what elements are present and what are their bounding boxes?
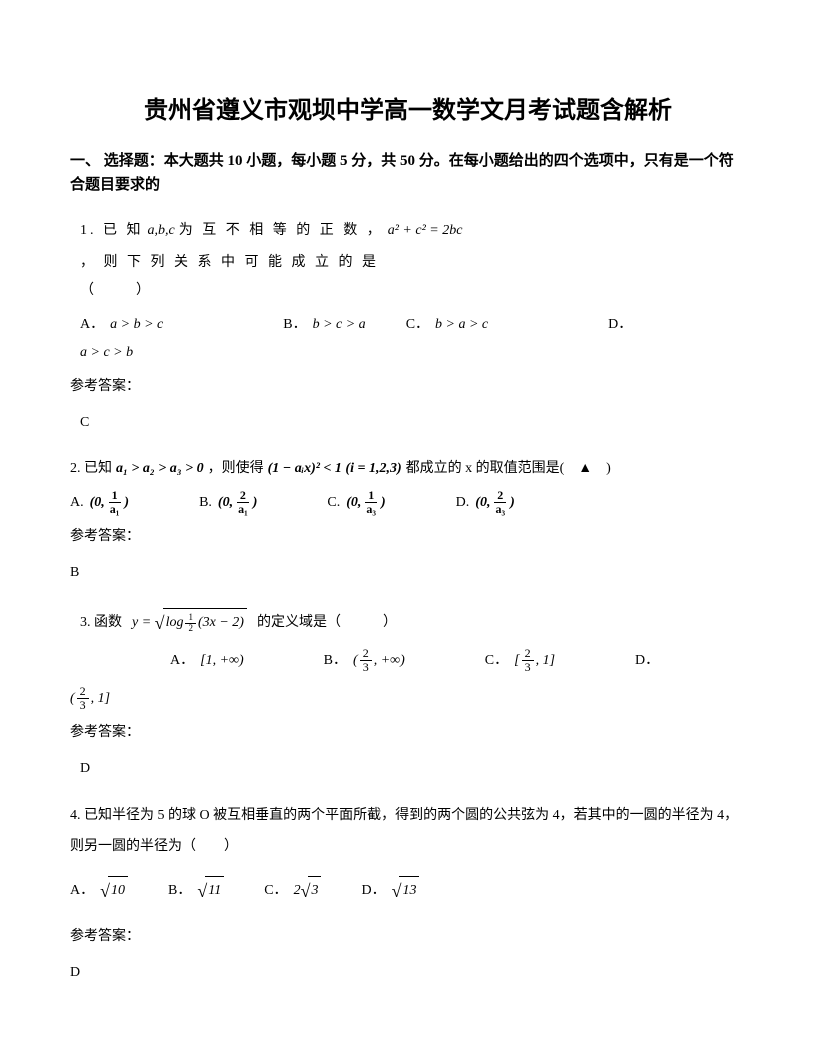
q1-mid1: 为 互 不 相 等 的 正 数 ，	[179, 217, 384, 245]
q2-stem: 2. 已知 a₁ > a₂ > a₃ > 0 ，则使得 (1 − aᵢx)² <…	[70, 455, 746, 483]
q2-optD-val: (0,2a₃)	[475, 489, 514, 517]
q3-optB: B． (23, +∞)	[324, 647, 405, 675]
q1-cond1: a,b,c	[148, 217, 175, 245]
q1-optA-label: A．	[80, 311, 104, 339]
q4-optC-label: C．	[264, 877, 287, 905]
q1-optC: C． b > a > c	[406, 311, 488, 339]
q3-suffix: 的定义域是（ ）	[257, 609, 397, 637]
q4-optD: D． √13	[361, 873, 419, 909]
q2-optC: C. (0,1a₃)	[327, 489, 385, 517]
q1-optD-wrap: a > c > b	[70, 339, 746, 367]
q3-stem: 3. 函数 y = √log12(3x − 2) 的定义域是（ ）	[70, 605, 746, 641]
q3-answer-label: 参考答案：	[70, 719, 746, 747]
question-1: 1. 已 知 a,b,c 为 互 不 相 等 的 正 数 ， a² + c² =…	[70, 217, 746, 437]
q3-optB-val: (23, +∞)	[353, 647, 405, 675]
q3-optC: C． [23, 1]	[485, 647, 555, 675]
q3-optC-label: C．	[485, 647, 508, 675]
q4-optC-val: 2√3	[294, 873, 322, 909]
q1-options: A． a > b > c B． b > c > a C． b > a > c D…	[70, 311, 746, 339]
q2-answer: B	[70, 559, 746, 587]
q1-prefix: 1. 已 知	[80, 217, 144, 245]
q2-optB-label: B.	[199, 489, 212, 517]
q4-optB: B． √11	[168, 873, 224, 909]
q3-func: y = √log12(3x − 2)	[132, 605, 247, 641]
page-title: 贵州省遵义市观坝中学高一数学文月考试题含解析	[70, 90, 746, 125]
section-header: 一、 选择题：本大题共 10 小题，每小题 5 分，共 50 分。在每小题给出的…	[70, 149, 746, 197]
q3-optA: A． [1, +∞)	[170, 647, 244, 675]
q1-optB-label: B．	[283, 311, 306, 339]
q2-mid1: ，则使得	[208, 455, 264, 483]
q2-optC-val: (0,1a₃)	[346, 489, 385, 517]
q2-optA-label: A.	[70, 489, 84, 517]
q3-options: A． [1, +∞) B． (23, +∞) C． [23, 1] D．	[70, 647, 746, 675]
q1-optC-val: b > a > c	[435, 311, 488, 339]
q2-optC-label: C.	[327, 489, 340, 517]
q1-stem: 1. 已 知 a,b,c 为 互 不 相 等 的 正 数 ， a² + c² =…	[70, 217, 746, 277]
q1-optC-label: C．	[406, 311, 429, 339]
q2-optB: B. (0,2a₁)	[199, 489, 257, 517]
q1-optB-val: b > c > a	[313, 311, 366, 339]
q2-cond2: (1 − aᵢx)² < 1 (i = 1,2,3)	[268, 455, 402, 483]
q3-optD: D．	[635, 647, 665, 675]
q1-answer-label: 参考答案：	[70, 373, 746, 401]
q1-mid2: ， 则 下 列 关 系 中 可 能 成 立 的 是	[80, 249, 379, 277]
q2-mid2: 都成立的 x 的取值范围是( ▲ )	[406, 455, 611, 483]
q1-optA: A． a > b > c	[80, 311, 163, 339]
q4-optD-label: D．	[361, 877, 385, 905]
q1-optD: D．	[608, 311, 638, 339]
q2-options: A. (0,1a₁) B. (0,2a₁) C. (0,1a₃) D. (0,2…	[70, 489, 746, 517]
q4-optB-label: B．	[168, 877, 191, 905]
q1-optB: B． b > c > a	[283, 311, 365, 339]
question-4: 4. 已知半径为 5 的球 O 被互相垂直的两个平面所截，得到的两个圆的公共弦为…	[70, 801, 746, 987]
q2-optA-val: (0,1a₁)	[90, 489, 129, 517]
question-2: 2. 已知 a₁ > a₂ > a₃ > 0 ，则使得 (1 − aᵢx)² <…	[70, 455, 746, 587]
q3-optA-label: A．	[170, 647, 194, 675]
q4-answer: D	[70, 959, 746, 987]
q3-optD-label: D．	[635, 647, 659, 675]
q2-optD-label: D.	[456, 489, 470, 517]
q2-answer-label: 参考答案：	[70, 523, 746, 551]
q4-optA-label: A．	[70, 877, 94, 905]
q3-optC-val: [23, 1]	[514, 647, 555, 675]
q3-optA-val: [1, +∞)	[200, 647, 244, 675]
q3-answer: D	[70, 755, 746, 783]
q2-cond1: a₁ > a₂ > a₃ > 0	[116, 455, 204, 483]
q1-optA-val: a > b > c	[110, 311, 163, 339]
q3-optD-wrap: (23, 1]	[70, 685, 746, 713]
q1-cond2: a² + c² = 2bc	[388, 217, 463, 245]
q2-prefix: 2. 已知	[70, 455, 112, 483]
q4-options: A． √10 B． √11 C． 2√3 D． √13	[70, 873, 746, 909]
q3-optD-val: (23, 1]	[70, 691, 110, 706]
q2-optA: A. (0,1a₁)	[70, 489, 129, 517]
question-3: 3. 函数 y = √log12(3x − 2) 的定义域是（ ） A． [1,…	[70, 605, 746, 783]
q2-optB-val: (0,2a₁)	[218, 489, 257, 517]
q1-paren: （ ）	[70, 277, 746, 305]
q4-optC: C． 2√3	[264, 873, 321, 909]
q4-stem: 4. 已知半径为 5 的球 O 被互相垂直的两个平面所截，得到的两个圆的公共弦为…	[70, 801, 746, 863]
q3-prefix: 3. 函数	[80, 609, 122, 637]
q4-answer-label: 参考答案：	[70, 923, 746, 951]
q1-answer: C	[70, 409, 746, 437]
q4-optD-val: √13	[392, 873, 420, 909]
q2-optD: D. (0,2a₃)	[456, 489, 515, 517]
q4-optA-val: √10	[100, 873, 128, 909]
q4-optB-val: √11	[197, 873, 224, 909]
q4-optA: A． √10	[70, 873, 128, 909]
q1-optD-label: D．	[608, 311, 632, 339]
q1-optD-val: a > c > b	[80, 345, 133, 360]
q3-optB-label: B．	[324, 647, 347, 675]
